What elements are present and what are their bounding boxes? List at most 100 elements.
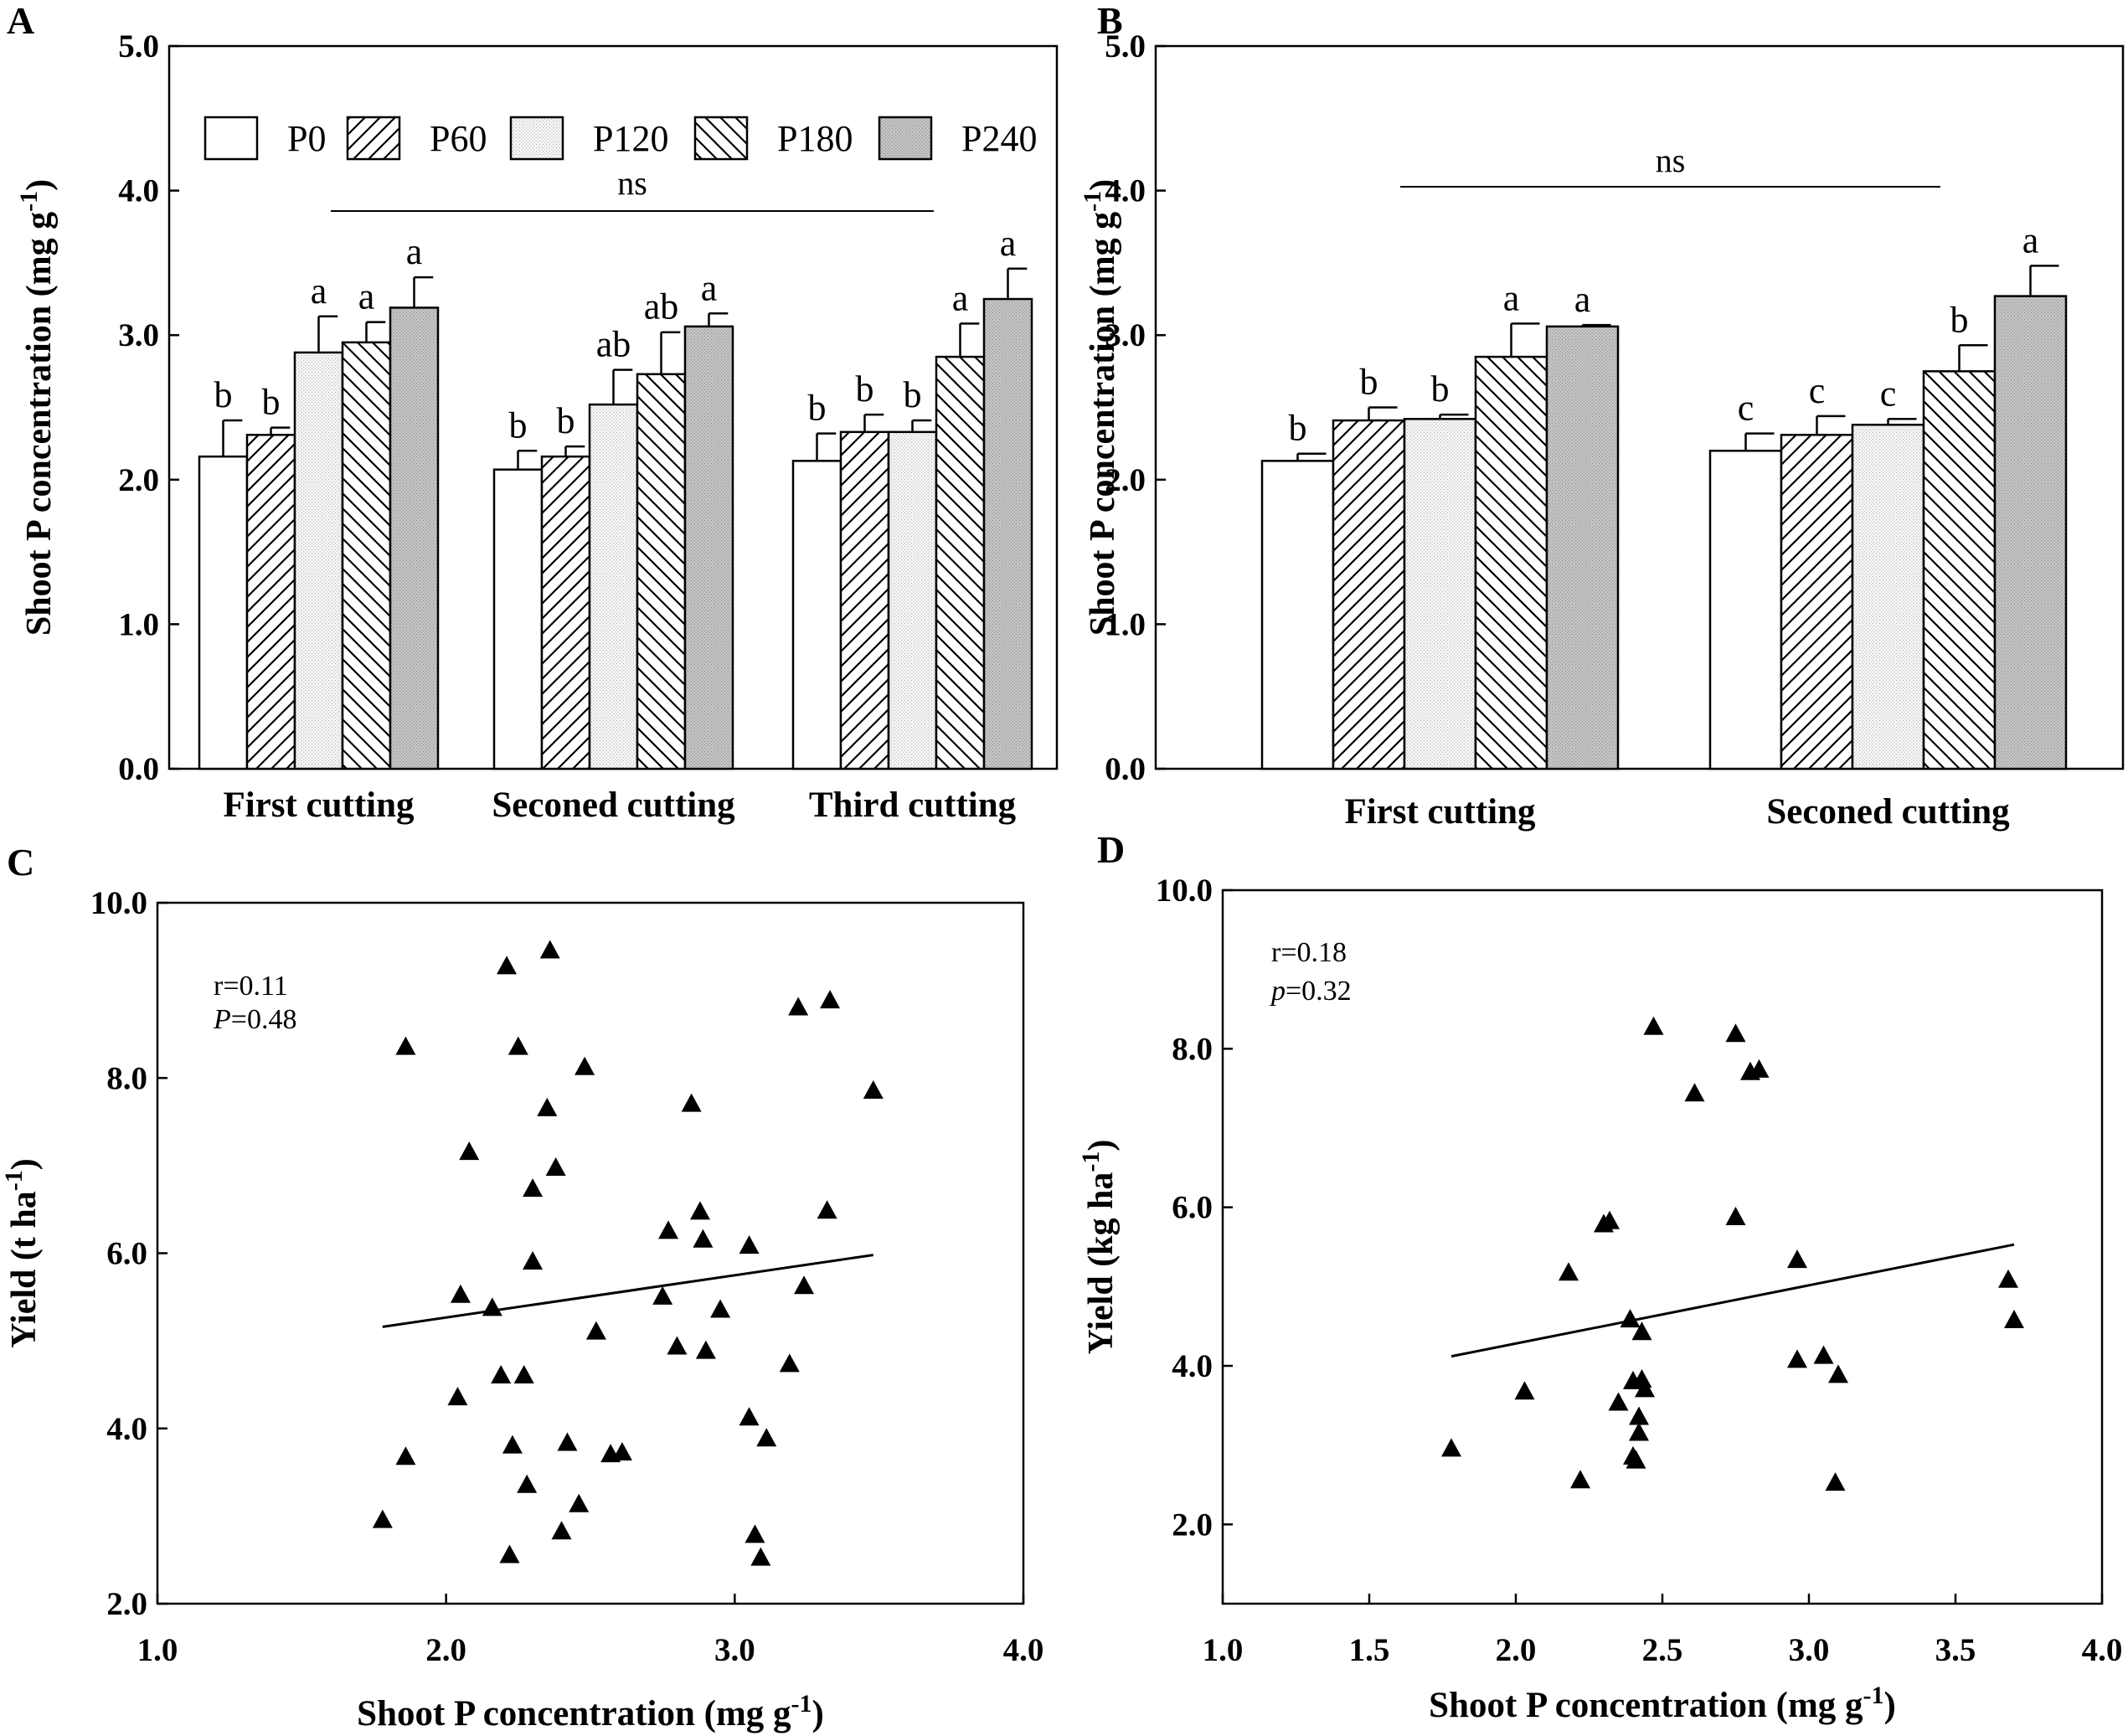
x-tick-label: 4.0	[2082, 1632, 2123, 1668]
panel-letter: C	[7, 841, 34, 883]
bar	[540, 455, 591, 770]
stat-p: p=0.32	[1270, 976, 1352, 1007]
data-point	[779, 1353, 800, 1373]
data-point	[557, 1432, 578, 1451]
data-point	[491, 1364, 512, 1383]
data-point	[652, 1285, 673, 1305]
y-tick-label: 6.0	[1172, 1190, 1213, 1226]
x-axis-label: Shoot P concentration (mg g-1)	[357, 1690, 824, 1733]
y-tick-label: 2.0	[1105, 462, 1146, 498]
data-point	[372, 1509, 393, 1528]
y-tick-label: 4.0	[106, 1411, 147, 1447]
bar	[1922, 370, 1997, 770]
x-tick-label: 1.5	[1349, 1632, 1390, 1668]
significance-letter: b	[1360, 362, 1378, 403]
x-tick-label: 4.0	[1003, 1632, 1044, 1668]
panel-d: D 1.0 1.5 2.0 2.5 3.0 3.5 4.0 2.0 4.0 6.0 8.0 10.0 Yi…	[1077, 828, 2122, 1725]
data-point	[681, 1093, 702, 1112]
category-label: First cutting	[1344, 792, 1536, 832]
data-point	[745, 1524, 765, 1543]
significance-letter: b	[262, 382, 281, 423]
ns-label: ns	[1656, 142, 1686, 179]
data-point	[1725, 1206, 1746, 1225]
data-point	[794, 1275, 815, 1295]
y-tick-label: 2.0	[106, 1586, 147, 1622]
bar	[982, 297, 1033, 770]
data-point	[695, 1340, 716, 1359]
significance-letter: a	[406, 231, 423, 272]
bar	[636, 373, 687, 770]
data-point	[820, 990, 841, 1009]
data-point	[1629, 1422, 1649, 1441]
y-axis-label: Shoot P concentration (mg g-1)	[1079, 179, 1122, 636]
bar	[791, 460, 842, 770]
y-axis-label: Yield (t ha-1)	[0, 1158, 44, 1347]
bar	[1993, 295, 2068, 770]
significance-letter: a	[1000, 223, 1017, 264]
bar	[887, 430, 938, 770]
data-point	[517, 1474, 538, 1493]
x-axis-label: Shoot P concentration (mg g-1)	[1429, 1682, 1896, 1725]
x-tick-label: 2.0	[1496, 1632, 1537, 1668]
bar	[389, 307, 440, 770]
legend-label: P240	[961, 118, 1037, 159]
significance-letter: c	[1809, 370, 1826, 411]
category-label: First cutting	[223, 786, 415, 825]
bar	[1474, 355, 1548, 770]
data-point	[1635, 1378, 1655, 1398]
data-point	[585, 1321, 606, 1340]
fit-line	[382, 1254, 873, 1328]
data-point	[1600, 1210, 1620, 1229]
data-point	[1626, 1450, 1646, 1469]
plot-frame	[1221, 889, 2104, 1605]
legend-label: P0	[287, 118, 326, 159]
bar	[683, 325, 734, 770]
plot-frame	[1154, 44, 2125, 770]
data-point	[667, 1336, 688, 1355]
bar	[198, 455, 249, 770]
legend-swatch	[878, 116, 933, 161]
y-tick-label: 10.0	[1156, 873, 1213, 909]
significance-letter: a	[701, 267, 718, 308]
data-point	[750, 1547, 771, 1566]
data-point	[513, 1364, 534, 1383]
significance-letter: ab	[596, 324, 631, 365]
significance-letter: c	[1880, 373, 1897, 414]
significance-letter: a	[1503, 277, 1520, 318]
stat-r: r=0.18	[1271, 937, 1347, 968]
y-tick-label: 3.0	[1105, 317, 1146, 353]
data-point	[1684, 1083, 1705, 1102]
data-point	[863, 1079, 884, 1099]
panel-a: A 0.0 1.0 2.0 3.0 4.0 5.0 Shoot P concentration…	[7, 0, 1059, 825]
y-tick-label: 3.0	[118, 317, 159, 353]
significance-letter: a	[358, 276, 375, 317]
y-tick-label: 8.0	[106, 1060, 147, 1096]
x-tick-label: 2.0	[425, 1632, 466, 1668]
data-point	[545, 1157, 566, 1177]
significance-letter: a	[311, 270, 327, 312]
legend-swatch	[509, 116, 564, 161]
y-tick-label: 10.0	[90, 885, 147, 921]
data-point	[523, 1250, 544, 1270]
legend-swatch	[204, 116, 259, 161]
data-point	[1559, 1262, 1579, 1281]
x-tick-label: 3.0	[1789, 1632, 1830, 1668]
data-point	[710, 1299, 731, 1318]
bar	[1545, 325, 1620, 770]
legend-label: P180	[777, 118, 853, 159]
data-point	[482, 1297, 502, 1316]
y-tick-label: 1.0	[1105, 606, 1146, 642]
panel-letter: D	[1097, 828, 1125, 871]
significance-letter: b	[1431, 368, 1450, 410]
data-point	[1441, 1438, 1461, 1457]
panel-letter: A	[7, 0, 34, 42]
bar	[1260, 460, 1335, 770]
data-point	[689, 1201, 710, 1220]
significance-letter: b	[808, 388, 827, 429]
bar	[1851, 423, 1925, 770]
panel-letter: B	[1097, 0, 1123, 42]
data-point	[395, 1036, 416, 1055]
data-point	[1813, 1345, 1834, 1364]
y-tick-label: 4.0	[118, 173, 159, 209]
